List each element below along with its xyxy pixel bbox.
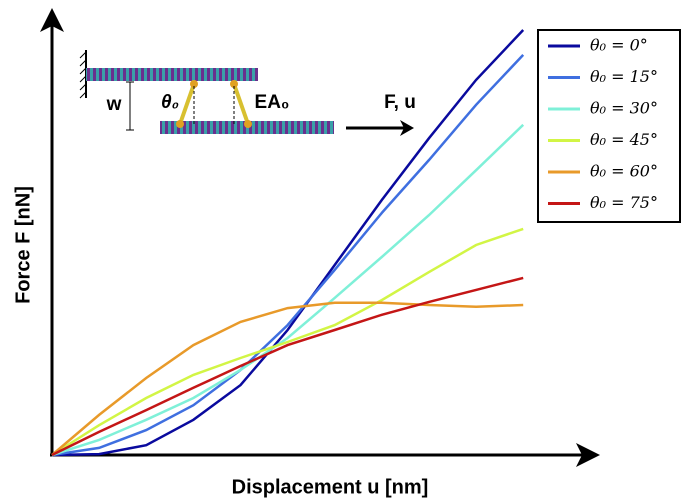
legend-label: θ₀ = 30° [590, 99, 658, 118]
legend-box [537, 29, 681, 223]
annotation: F, u [384, 92, 416, 113]
legend-label: θ₀ = 45° [590, 130, 658, 149]
annotation: θ₀ [161, 92, 179, 113]
line [51, 227, 524, 457]
line [51, 301, 524, 456]
line [51, 54, 525, 457]
line [51, 29, 525, 457]
legend-label: θ₀ = 0° [590, 36, 648, 55]
y-arrow [40, 8, 64, 32]
legend-label: θ₀ = 15° [590, 67, 658, 86]
legend-label: θ₀ = 75° [590, 193, 658, 212]
annotation: w [106, 94, 122, 115]
annotation: EA₀ [255, 92, 290, 113]
line [51, 276, 524, 457]
x-axis-label: Displacement u [nm] [232, 476, 429, 498]
line [51, 123, 525, 457]
y-axis-label: Force F [nN] [12, 186, 34, 304]
inset-diagram [79, 50, 414, 136]
axes [50, 22, 585, 457]
legend-label: θ₀ = 60° [590, 162, 658, 181]
x-arrow [576, 443, 600, 467]
